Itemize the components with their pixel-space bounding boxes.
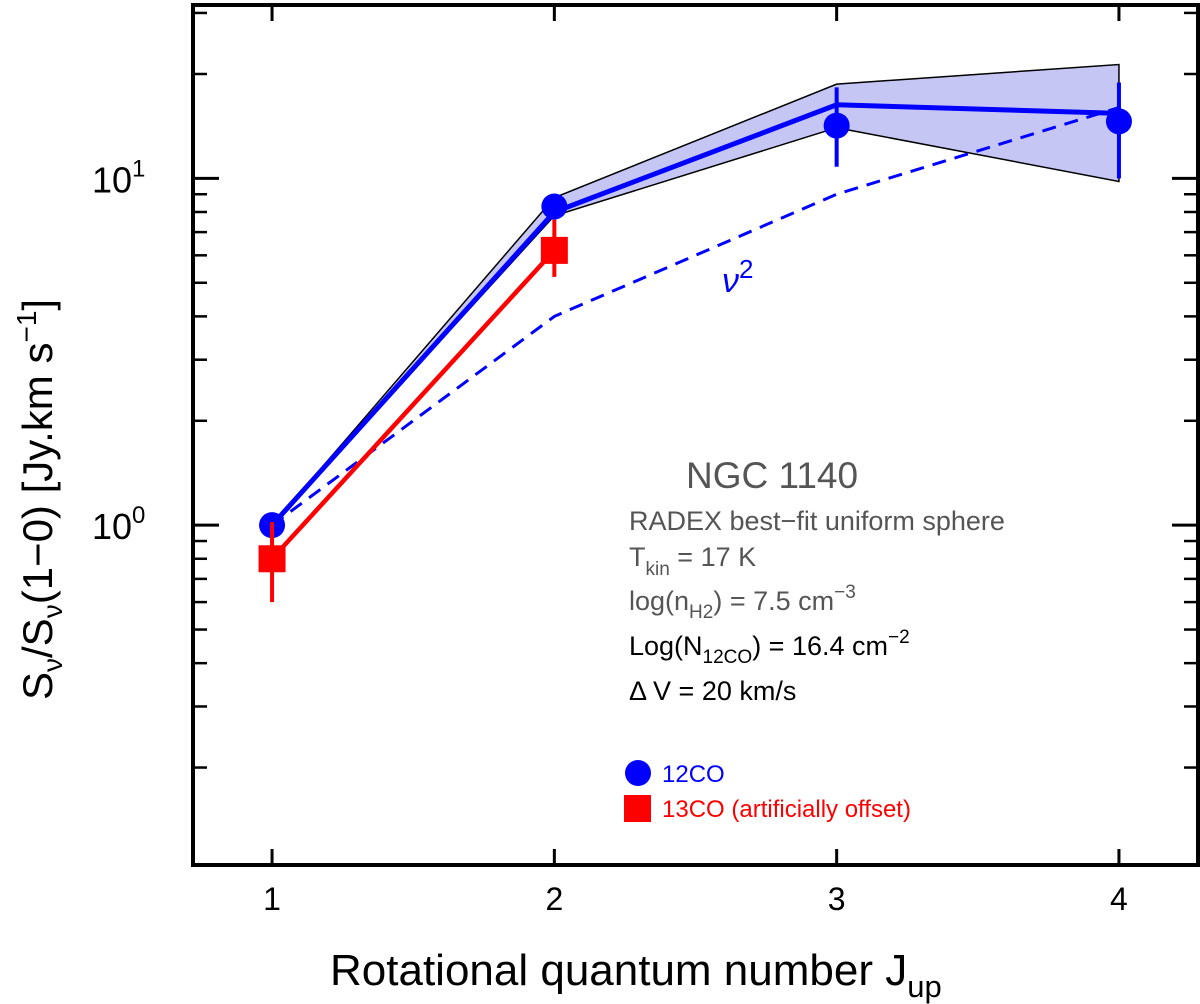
tkin-sub: kin xyxy=(646,559,670,580)
y-label-rest: (1−0) [Jy.km s xyxy=(14,343,61,605)
y-tick-label-1: 100 xyxy=(92,502,145,547)
tkin-annotation: Tkin = 17 K xyxy=(629,542,756,580)
point-13co-2 xyxy=(540,236,568,264)
data-points-layer xyxy=(258,82,1132,603)
nh2-sub: H2 xyxy=(689,602,713,623)
radex-model-line-12co xyxy=(270,102,1120,527)
legend-marker-13co xyxy=(624,795,651,822)
nh2-pre: log(n xyxy=(629,586,689,616)
nu2-scaling-line xyxy=(271,106,1120,527)
y-label-sup: −1 xyxy=(11,311,42,343)
series-lines-layer xyxy=(270,102,1120,561)
tkin-post: = 17 K xyxy=(670,542,756,572)
x-tick-label-4: 4 xyxy=(1110,881,1128,917)
nh2-mid: ) = 7.5 cm xyxy=(713,586,834,616)
plot-frame xyxy=(191,3,1200,867)
y-tick-label-10: 101 xyxy=(92,155,145,200)
legend-label-13co: 13CO (artificially offset) xyxy=(662,796,911,823)
y-tick-label-base: 10 xyxy=(92,159,132,200)
legend-label-12co: 12CO xyxy=(662,761,725,788)
y-tick-label-exp: 1 xyxy=(132,155,145,182)
tkin-pre: T xyxy=(629,542,646,572)
legend: 12CO 13CO (artificially offset) xyxy=(624,760,911,823)
point-12co-2 xyxy=(541,193,568,220)
n12co-sub: 12CO xyxy=(703,647,753,668)
y-tick-label-exp: 0 xyxy=(132,502,145,529)
x-axis-label: Rotational quantum number Jup xyxy=(330,946,942,1004)
y-label-end: ] xyxy=(14,299,61,311)
nu2-label: ν2 xyxy=(722,254,753,300)
x-tick-label-2: 2 xyxy=(545,881,563,917)
nu2-label-exp: 2 xyxy=(739,254,753,284)
y-label-sub2: ν xyxy=(37,604,68,618)
x-axis-label-sub: up xyxy=(907,969,941,1004)
delta-v-annotation: Δ V = 20 km/s xyxy=(629,676,796,706)
n12co-sup: −2 xyxy=(888,627,910,648)
x-tick-label-1: 1 xyxy=(263,881,281,917)
point-13co-1 xyxy=(258,545,286,573)
y-axis-label: Sν/Sν(1−0) [Jy.km s−1] xyxy=(11,299,68,700)
legend-marker-12co xyxy=(625,760,651,786)
nu2-label-base: ν xyxy=(722,262,739,300)
n12co-mid: ) = 16.4 cm xyxy=(752,631,888,661)
nh2-sup: −3 xyxy=(834,582,856,603)
point-12co-3 xyxy=(823,112,850,139)
model-description: RADEX best−fit uniform sphere xyxy=(629,506,1005,536)
point-12co-4 xyxy=(1105,108,1132,135)
n12co-pre: Log(N xyxy=(629,631,703,661)
y-label-s1: S xyxy=(14,672,61,700)
y-label-slash: /S xyxy=(14,618,61,658)
nh2-annotation: log(nH2) = 7.5 cm−3 xyxy=(629,582,856,623)
galaxy-name: NGC 1140 xyxy=(686,455,858,496)
x-tick-label-3: 3 xyxy=(828,881,846,917)
y-label-sub1: ν xyxy=(37,658,68,672)
radex-model-line-13co xyxy=(270,248,557,561)
y-tick-label-base: 10 xyxy=(92,506,132,547)
n12co-annotation: Log(N12CO) = 16.4 cm−2 xyxy=(629,627,910,668)
annotation-block: NGC 1140 RADEX best−fit uniform sphere T… xyxy=(629,455,1005,706)
x-axis-label-main: Rotational quantum number J xyxy=(330,946,907,995)
